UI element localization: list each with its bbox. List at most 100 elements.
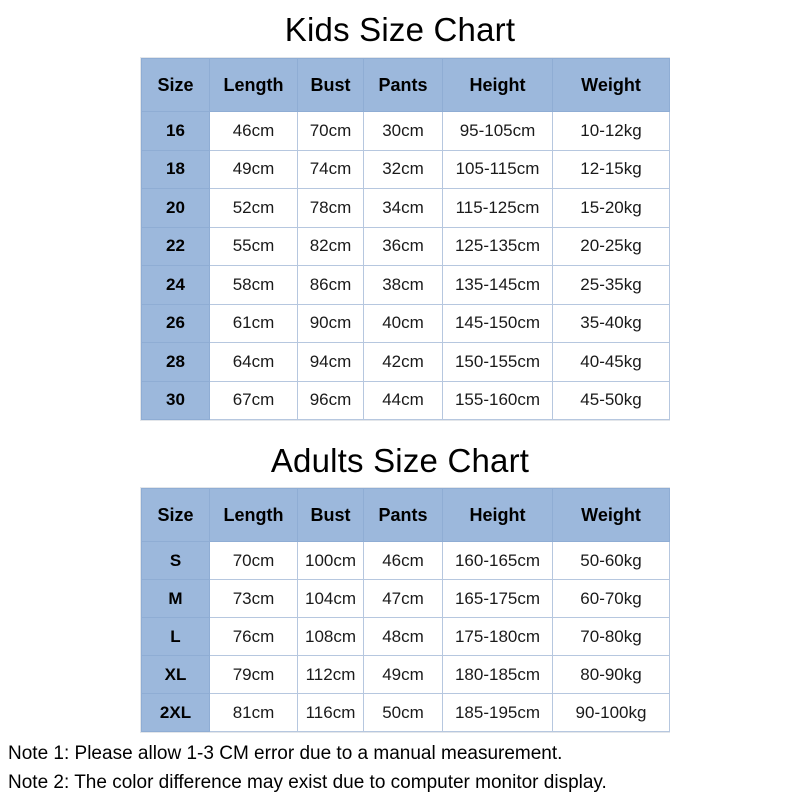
cell-bust: 74cm <box>297 149 364 189</box>
cell-weight: 70-80kg <box>552 617 670 656</box>
cell-height: 115-125cm <box>442 188 553 228</box>
cell-weight: 35-40kg <box>552 303 670 343</box>
cell-length: 76cm <box>209 617 298 656</box>
cell-height: 135-145cm <box>442 265 553 305</box>
cell-length: 58cm <box>209 265 298 305</box>
column-header-pants: Pants <box>363 488 443 542</box>
column-header-weight: Weight <box>552 488 670 542</box>
table-header-row: Size Length Bust Pants Height Weight <box>141 488 670 542</box>
table-row: 26 61cm 90cm 40cm 145-150cm 35-40kg <box>141 303 670 343</box>
cell-length: 67cm <box>209 380 298 420</box>
cell-height: 175-180cm <box>442 617 553 656</box>
cell-length: 52cm <box>209 188 298 228</box>
adults-chart-title: Adults Size Chart <box>270 442 530 479</box>
cell-size: 18 <box>141 149 210 189</box>
table-row: 16 46cm 70cm 30cm 95-105cm 10-12kg <box>141 111 670 151</box>
column-header-length: Length <box>209 488 298 542</box>
kids-size-table-container: Size Length Bust Pants Height Weight 16 … <box>140 57 670 421</box>
cell-size: 24 <box>141 265 210 305</box>
cell-length: 70cm <box>209 541 298 580</box>
cell-height: 95-105cm <box>442 111 553 151</box>
table-row: 18 49cm 74cm 32cm 105-115cm 12-15kg <box>141 149 670 189</box>
column-header-bust: Bust <box>297 488 364 542</box>
kids-chart-title: Kids Size Chart <box>284 11 516 48</box>
kids-table-header: Size Length Bust Pants Height Weight <box>141 58 670 112</box>
cell-pants: 44cm <box>363 380 443 420</box>
kids-table-body: 16 46cm 70cm 30cm 95-105cm 10-12kg 18 49… <box>141 111 670 420</box>
cell-pants: 36cm <box>363 226 443 266</box>
column-header-height: Height <box>442 58 553 112</box>
cell-size: 26 <box>141 303 210 343</box>
table-row: 30 67cm 96cm 44cm 155-160cm 45-50kg <box>141 380 670 420</box>
cell-bust: 70cm <box>297 111 364 151</box>
table-row: 28 64cm 94cm 42cm 150-155cm 40-45kg <box>141 342 670 382</box>
table-row: 2XL 81cm 116cm 50cm 185-195cm 90-100kg <box>141 693 670 732</box>
cell-weight: 10-12kg <box>552 111 670 151</box>
column-header-height: Height <box>442 488 553 542</box>
cell-pants: 49cm <box>363 655 443 694</box>
table-row: S 70cm 100cm 46cm 160-165cm 50-60kg <box>141 541 670 580</box>
cell-size: 30 <box>141 380 210 420</box>
cell-size: 16 <box>141 111 210 151</box>
cell-height: 105-115cm <box>442 149 553 189</box>
table-row: 22 55cm 82cm 36cm 125-135cm 20-25kg <box>141 226 670 266</box>
cell-weight: 80-90kg <box>552 655 670 694</box>
cell-weight: 45-50kg <box>552 380 670 420</box>
cell-bust: 96cm <box>297 380 364 420</box>
cell-size: M <box>141 579 210 618</box>
cell-pants: 48cm <box>363 617 443 656</box>
cell-weight: 60-70kg <box>552 579 670 618</box>
cell-bust: 78cm <box>297 188 364 228</box>
cell-bust: 94cm <box>297 342 364 382</box>
cell-bust: 116cm <box>297 693 364 732</box>
cell-pants: 47cm <box>363 579 443 618</box>
cell-height: 150-155cm <box>442 342 553 382</box>
cell-size: S <box>141 541 210 580</box>
cell-weight: 50-60kg <box>552 541 670 580</box>
adults-table-body: S 70cm 100cm 46cm 160-165cm 50-60kg M 73… <box>141 541 670 732</box>
cell-length: 73cm <box>209 579 298 618</box>
cell-size: 28 <box>141 342 210 382</box>
column-header-length: Length <box>209 58 298 112</box>
cell-height: 155-160cm <box>442 380 553 420</box>
table-row: XL 79cm 112cm 49cm 180-185cm 80-90kg <box>141 655 670 694</box>
cell-length: 46cm <box>209 111 298 151</box>
cell-length: 49cm <box>209 149 298 189</box>
cell-height: 125-135cm <box>442 226 553 266</box>
cell-bust: 90cm <box>297 303 364 343</box>
adults-size-table-container: Size Length Bust Pants Height Weight S 7… <box>140 487 670 733</box>
cell-pants: 42cm <box>363 342 443 382</box>
kids-size-table: Size Length Bust Pants Height Weight 16 … <box>141 58 670 420</box>
cell-length: 79cm <box>209 655 298 694</box>
table-header-row: Size Length Bust Pants Height Weight <box>141 58 670 112</box>
cell-height: 180-185cm <box>442 655 553 694</box>
cell-bust: 86cm <box>297 265 364 305</box>
note-line-1: Note 1: Please allow 1-3 CM error due to… <box>8 743 563 764</box>
cell-size: 20 <box>141 188 210 228</box>
cell-pants: 38cm <box>363 265 443 305</box>
cell-pants: 30cm <box>363 111 443 151</box>
cell-height: 160-165cm <box>442 541 553 580</box>
cell-size: 22 <box>141 226 210 266</box>
table-row: M 73cm 104cm 47cm 165-175cm 60-70kg <box>141 579 670 618</box>
cell-pants: 34cm <box>363 188 443 228</box>
note-line-2: Note 2: The color difference may exist d… <box>8 772 607 793</box>
column-header-size: Size <box>141 58 210 112</box>
table-row: 20 52cm 78cm 34cm 115-125cm 15-20kg <box>141 188 670 228</box>
adults-size-table: Size Length Bust Pants Height Weight S 7… <box>141 488 670 732</box>
cell-weight: 25-35kg <box>552 265 670 305</box>
cell-length: 55cm <box>209 226 298 266</box>
cell-bust: 112cm <box>297 655 364 694</box>
cell-weight: 15-20kg <box>552 188 670 228</box>
notes-section: Note 1: Please allow 1-3 CM error due to… <box>8 739 798 797</box>
cell-size: XL <box>141 655 210 694</box>
cell-length: 61cm <box>209 303 298 343</box>
column-header-size: Size <box>141 488 210 542</box>
column-header-pants: Pants <box>363 58 443 112</box>
cell-bust: 104cm <box>297 579 364 618</box>
cell-bust: 82cm <box>297 226 364 266</box>
table-row: L 76cm 108cm 48cm 175-180cm 70-80kg <box>141 617 670 656</box>
cell-pants: 50cm <box>363 693 443 732</box>
cell-height: 165-175cm <box>442 579 553 618</box>
